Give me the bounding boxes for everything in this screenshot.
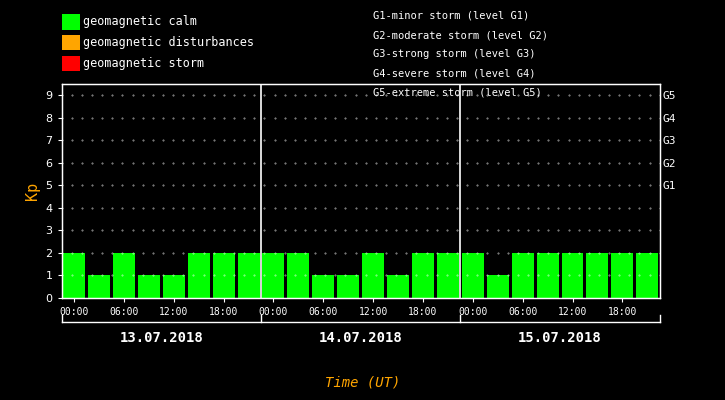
- Text: Time (UT): Time (UT): [325, 376, 400, 390]
- Text: G2-moderate storm (level G2): G2-moderate storm (level G2): [373, 30, 548, 40]
- Bar: [262, 253, 284, 298]
- Bar: [562, 253, 584, 298]
- Bar: [587, 253, 608, 298]
- Text: geomagnetic calm: geomagnetic calm: [83, 16, 197, 28]
- Bar: [486, 276, 509, 298]
- Bar: [113, 253, 135, 298]
- Bar: [637, 253, 658, 298]
- Text: geomagnetic storm: geomagnetic storm: [83, 57, 204, 70]
- Bar: [163, 276, 185, 298]
- Bar: [337, 276, 359, 298]
- Bar: [63, 253, 85, 298]
- Bar: [312, 276, 334, 298]
- Bar: [412, 253, 434, 298]
- Bar: [462, 253, 484, 298]
- Bar: [88, 276, 110, 298]
- Text: G1-minor storm (level G1): G1-minor storm (level G1): [373, 11, 530, 21]
- Bar: [212, 253, 235, 298]
- Text: G3-strong storm (level G3): G3-strong storm (level G3): [373, 49, 536, 59]
- Y-axis label: Kp: Kp: [25, 182, 40, 200]
- Text: G4-severe storm (level G4): G4-severe storm (level G4): [373, 69, 536, 78]
- Text: geomagnetic disturbances: geomagnetic disturbances: [83, 36, 254, 49]
- Bar: [362, 253, 384, 298]
- Bar: [238, 253, 260, 298]
- Bar: [536, 253, 558, 298]
- Text: G5-extreme storm (level G5): G5-extreme storm (level G5): [373, 88, 542, 98]
- Bar: [387, 276, 409, 298]
- Bar: [287, 253, 310, 298]
- Bar: [437, 253, 459, 298]
- Text: 14.07.2018: 14.07.2018: [319, 331, 402, 345]
- Text: 15.07.2018: 15.07.2018: [518, 331, 602, 345]
- Bar: [611, 253, 634, 298]
- Bar: [138, 276, 160, 298]
- Bar: [188, 253, 210, 298]
- Bar: [512, 253, 534, 298]
- Text: 13.07.2018: 13.07.2018: [120, 331, 203, 345]
